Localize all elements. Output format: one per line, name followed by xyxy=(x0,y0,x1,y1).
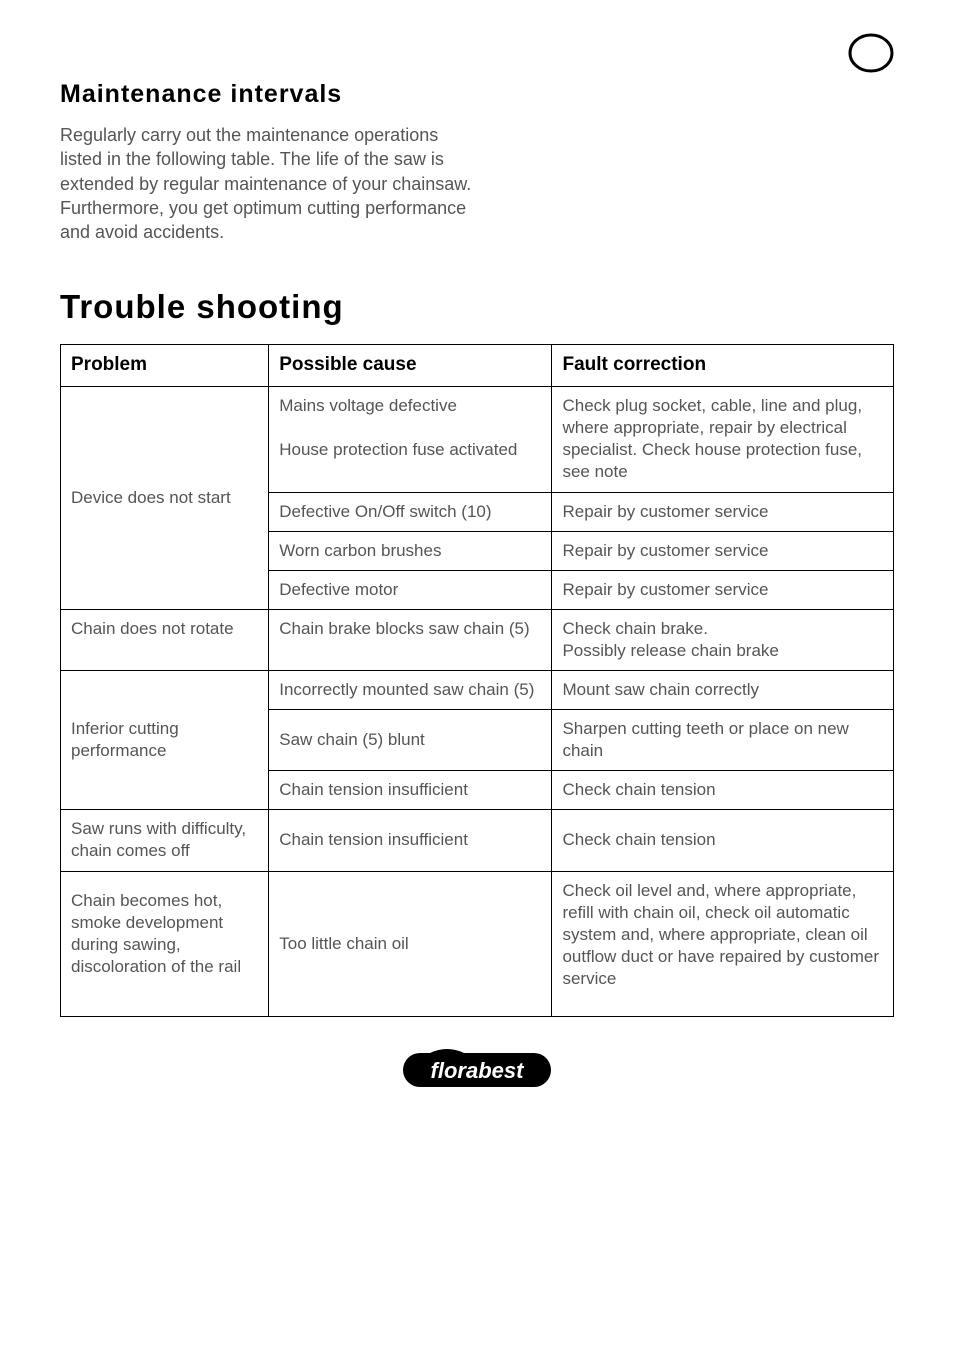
table-row: Inferior cutting performance Incorrectly… xyxy=(61,671,894,710)
cell-fix: Repair by customer service xyxy=(552,492,894,531)
header-problem: Problem xyxy=(61,345,269,387)
header-fix: Fault correction xyxy=(552,345,894,387)
cell-problem: Inferior cutting performance xyxy=(61,671,269,810)
table-row: Saw runs with difficulty, chain comes of… xyxy=(61,810,894,871)
table-header-row: Problem Possible cause Fault correction xyxy=(61,345,894,387)
maintenance-intervals-heading: Maintenance intervals xyxy=(60,80,894,109)
cell-problem: Chain becomes hot, smoke development dur… xyxy=(61,871,269,1016)
cell-problem: Chain does not rotate xyxy=(61,609,269,670)
cell-fix: Check chain tension xyxy=(552,771,894,810)
florabest-logo: florabest xyxy=(60,1047,894,1096)
cell-cause: Defective On/Off switch (10) xyxy=(269,492,552,531)
cell-fix: Check oil level and, where appropriate, … xyxy=(552,871,894,1016)
cell-cause: Defective motor xyxy=(269,570,552,609)
language-circle-icon xyxy=(848,30,894,76)
cell-cause: Chain tension insufficient xyxy=(269,771,552,810)
cell-fix: Check chain brake. Possibly release chai… xyxy=(552,609,894,670)
cell-problem: Saw runs with difficulty, chain comes of… xyxy=(61,810,269,871)
intro-paragraph: Regularly carry out the maintenance oper… xyxy=(60,123,480,244)
cell-fix: Check plug socket, cable, line and plug,… xyxy=(552,387,894,492)
table-row: Chain becomes hot, smoke development dur… xyxy=(61,871,894,1016)
cell-problem: Device does not start xyxy=(61,387,269,610)
cell-fix: Check chain tension xyxy=(552,810,894,871)
cell-cause: Mains voltage defective House protection… xyxy=(269,387,552,492)
cell-fix: Repair by customer service xyxy=(552,570,894,609)
trouble-shooting-table: Problem Possible cause Fault correction … xyxy=(60,344,894,1016)
cell-fix: Repair by customer service xyxy=(552,531,894,570)
cell-fix: Sharpen cutting teeth or place on new ch… xyxy=(552,710,894,771)
cell-cause: Too little chain oil xyxy=(269,871,552,1016)
cell-cause: Worn carbon brushes xyxy=(269,531,552,570)
cell-cause: Saw chain (5) blunt xyxy=(269,710,552,771)
cell-cause: Chain brake blocks saw chain (5) xyxy=(269,609,552,670)
logo-text: florabest xyxy=(431,1058,526,1083)
cell-cause: Chain tension insufficient xyxy=(269,810,552,871)
header-cause: Possible cause xyxy=(269,345,552,387)
table-row: Chain does not rotate Chain brake blocks… xyxy=(61,609,894,670)
cell-cause: Incorrectly mounted saw chain (5) xyxy=(269,671,552,710)
cell-fix: Mount saw chain correctly xyxy=(552,671,894,710)
trouble-shooting-heading: Trouble shooting xyxy=(60,288,894,326)
table-row: Device does not start Mains voltage defe… xyxy=(61,387,894,492)
